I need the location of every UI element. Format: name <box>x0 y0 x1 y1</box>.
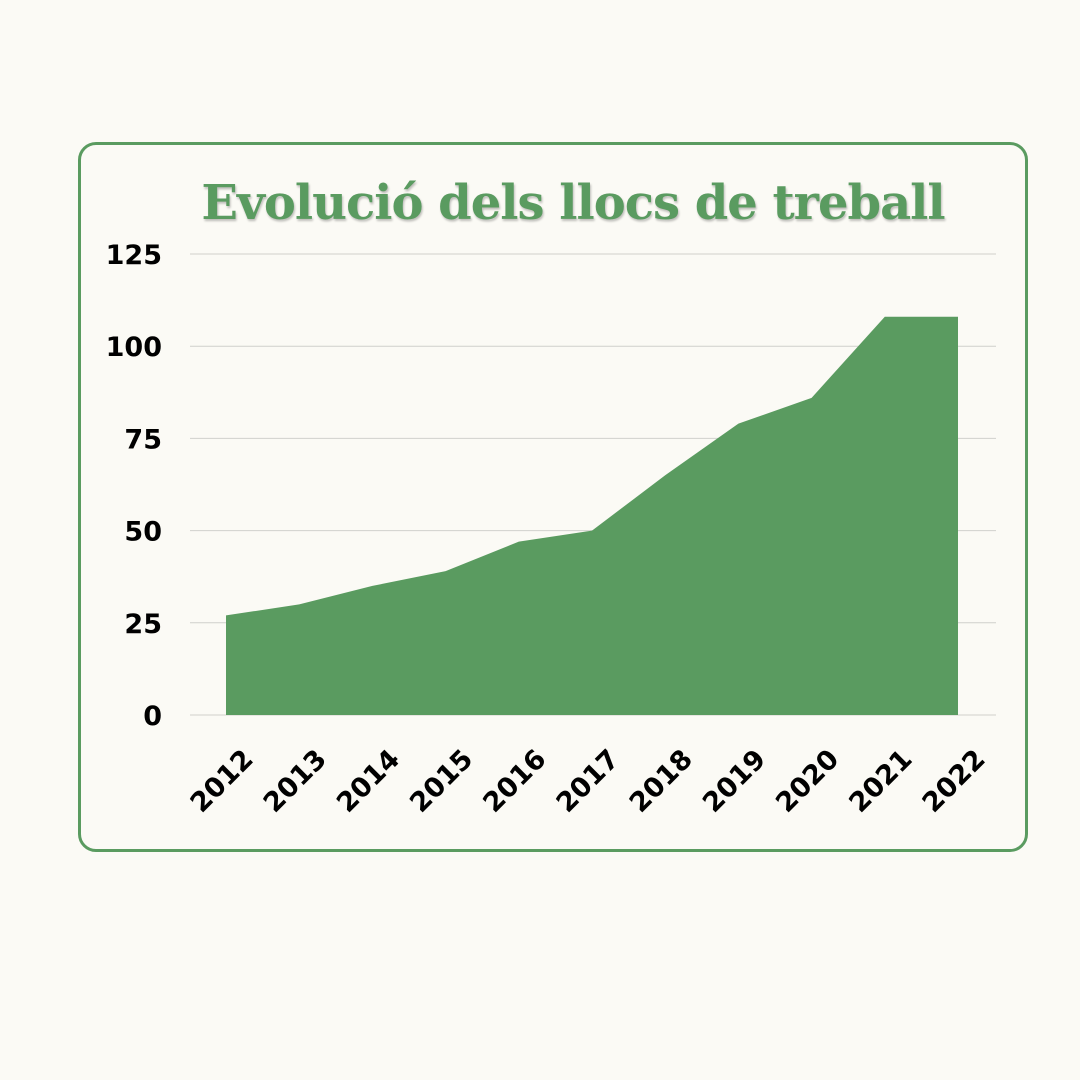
x-axis-ticks: 2012201320142015201620172018201920202021… <box>185 744 992 819</box>
chart-title: Evolució dels llocs de treball <box>201 175 945 231</box>
y-tick-label: 100 <box>106 332 162 363</box>
x-tick-label: 2021 <box>843 744 918 819</box>
x-tick-label: 2014 <box>331 744 406 819</box>
x-tick-label: 2019 <box>697 744 772 819</box>
x-tick-label: 2020 <box>770 744 845 819</box>
y-tick-label: 75 <box>124 424 162 455</box>
x-tick-label: 2012 <box>185 744 260 819</box>
x-tick-label: 2017 <box>551 744 626 819</box>
y-tick-label: 125 <box>106 240 162 271</box>
x-tick-label: 2018 <box>624 744 699 819</box>
y-tick-label: 25 <box>124 609 162 640</box>
y-tick-label: 50 <box>124 517 162 548</box>
x-tick-label: 2015 <box>404 744 479 819</box>
y-tick-label: 0 <box>143 701 162 732</box>
area-series-fill <box>226 316 958 715</box>
area-series <box>226 316 958 715</box>
x-tick-label: 2022 <box>917 744 992 819</box>
x-tick-label: 2016 <box>477 744 552 819</box>
y-axis-ticks: 0 25 50 75 100 125 <box>106 240 162 732</box>
x-tick-label: 2013 <box>258 744 333 819</box>
